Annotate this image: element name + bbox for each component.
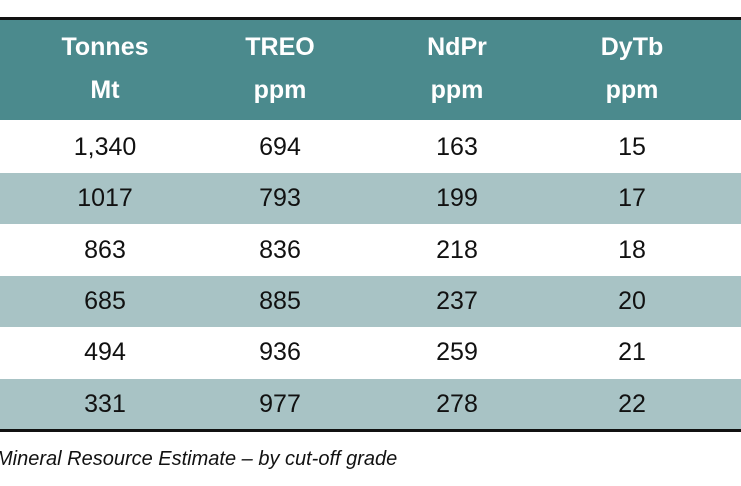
table-cell: 22: [618, 389, 646, 418]
top-rule: [0, 17, 741, 20]
table-row: 331 977 278 22: [0, 378, 741, 430]
table-cell: 331: [84, 389, 126, 418]
table-cell: 17: [618, 184, 646, 213]
bottom-rule: [0, 429, 741, 432]
table-cell: 863: [84, 235, 126, 264]
header-cell: DyTb: [600, 33, 664, 61]
table-cell: 685: [84, 286, 126, 315]
header-cell: ppm: [253, 76, 307, 104]
table-cell: 163: [436, 133, 478, 161]
table-cell: 20: [618, 286, 646, 315]
table-row: 1017 793 199 17: [0, 173, 741, 225]
table-cell: 936: [259, 338, 301, 367]
header-cell: NdPr: [427, 33, 487, 61]
caption: Mineral Resource Estimate – by cut-off g…: [0, 448, 398, 470]
header-cell: TREO: [245, 33, 315, 61]
table-header: Tonnes Mt TREO ppm NdPr ppm DyTb ppm: [0, 20, 741, 120]
table-cell: 218: [436, 235, 478, 264]
table-cell: 259: [436, 338, 478, 367]
header-cell: Tonnes: [61, 33, 149, 61]
table-cell: 21: [618, 338, 646, 367]
table-cell: 885: [259, 286, 301, 315]
table-row: 1,340 694 163 15: [0, 122, 741, 173]
table-cell: 278: [436, 389, 478, 418]
table-cell: 199: [436, 184, 478, 213]
header-cell: ppm: [605, 76, 659, 104]
header-cell: ppm: [430, 76, 484, 104]
table-cell: 836: [259, 235, 301, 264]
table-cell: 1,340: [73, 133, 137, 161]
header-cell: Mt: [90, 76, 120, 104]
table-row: 685 885 237 20: [0, 275, 741, 327]
table-cell: 15: [618, 133, 646, 161]
table-cell: 494: [84, 338, 126, 367]
table-cell: 694: [259, 133, 301, 161]
table-row: 863 836 218 18: [0, 225, 741, 276]
table-row: 494 936 259 21: [0, 327, 741, 378]
table-cell: 237: [436, 286, 478, 315]
table-cell: 18: [618, 235, 646, 264]
table-cell: 1017: [77, 184, 133, 213]
table-cell: 977: [259, 389, 301, 418]
table-cell: 793: [259, 184, 301, 213]
